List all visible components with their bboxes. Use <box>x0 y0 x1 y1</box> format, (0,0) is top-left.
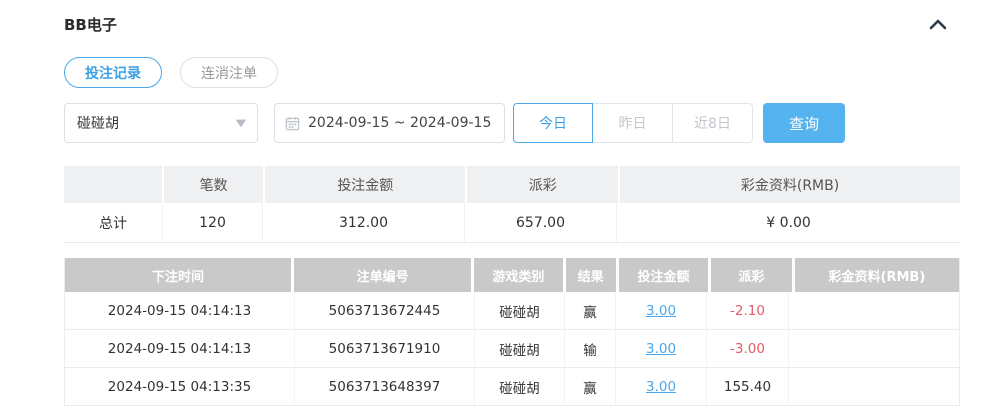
cell-time: 2024-09-15 04:13:35 <box>65 368 295 405</box>
summary-header-bonus: 彩金资料(RMB) <box>620 166 960 203</box>
summary-total-label: 总计 <box>64 203 163 242</box>
cell-result: 赢 <box>565 292 616 329</box>
cell-bonus <box>789 368 956 405</box>
chevron-up-icon <box>929 15 947 34</box>
cell-order-id: 5063713671910 <box>295 330 475 367</box>
summary-total-count: 120 <box>163 203 263 242</box>
record-type-tabs: 投注记录 连消注单 <box>64 57 278 88</box>
cell-bonus <box>789 330 956 367</box>
cell-order-id: 5063713672445 <box>295 292 475 329</box>
range-yesterday-button[interactable]: 昨日 <box>593 103 673 143</box>
range-label: 近8日 <box>694 116 731 132</box>
records-header-order-id: 注单编号 <box>294 258 472 292</box>
summary-total-payout: 657.00 <box>465 203 617 242</box>
cell-game-type: 碰碰胡 <box>475 368 565 405</box>
range-last8days-button[interactable]: 近8日 <box>673 103 753 143</box>
tab-label: 投注记录 <box>85 65 141 82</box>
cell-order-id: 5063713648397 <box>295 368 475 405</box>
summary-header-count: 笔数 <box>164 166 264 203</box>
records-header-bonus: 彩金资料(RMB) <box>794 258 959 292</box>
records-header-result: 结果 <box>565 258 616 292</box>
filter-bar: 碰碰胡 ▼ 2024-09-15 ~ 2024-09-15 今日 昨日 近8日 … <box>64 103 845 143</box>
page-title: BB电子 <box>64 16 117 34</box>
summary-total-row: 总计 120 312.00 657.00 ¥ 0.00 <box>64 203 960 243</box>
cell-game-type: 碰碰胡 <box>475 330 565 367</box>
tab-label: 连消注单 <box>201 65 257 82</box>
range-label: 昨日 <box>618 116 647 132</box>
range-label: 今日 <box>539 116 567 132</box>
bet-amount-link[interactable]: 3.00 <box>645 302 677 319</box>
table-row: 2024-09-15 04:14:13 5063713671910 碰碰胡 输 … <box>65 330 959 368</box>
cell-game-type: 碰碰胡 <box>475 292 565 329</box>
collapse-panel-button[interactable] <box>926 12 950 36</box>
summary-total-bet-amount: 312.00 <box>263 203 465 242</box>
summary-table-header: 笔数 投注金额 派彩 彩金资料(RMB) <box>64 166 960 203</box>
date-range-input[interactable]: 2024-09-15 ~ 2024-09-15 <box>274 103 505 143</box>
tab-bet-records[interactable]: 投注记录 <box>64 57 162 88</box>
cell-result: 输 <box>565 330 616 367</box>
cell-result: 赢 <box>565 368 616 405</box>
date-range-value: 2024-09-15 ~ 2024-09-15 <box>308 115 492 131</box>
tab-cancelled-orders[interactable]: 连消注单 <box>180 57 278 88</box>
chevron-down-icon: ▼ <box>235 117 247 129</box>
records-header-game-type: 游戏类别 <box>474 258 563 292</box>
records-header-bet-amount: 投注金额 <box>618 258 709 292</box>
game-select[interactable]: 碰碰胡 ▼ <box>64 103 258 143</box>
search-button[interactable]: 查询 <box>763 103 845 143</box>
cell-payout: -2.10 <box>707 292 789 329</box>
summary-total-bonus: ¥ 0.00 <box>617 203 960 242</box>
quick-range-group: 今日 昨日 近8日 <box>513 103 753 143</box>
records-table-header: 下注时间 注单编号 游戏类别 结果 投注金额 派彩 彩金资料(RMB) <box>65 258 959 292</box>
summary-header-blank <box>64 166 163 203</box>
table-row: 2024-09-15 04:14:13 5063713672445 碰碰胡 赢 … <box>65 292 959 330</box>
records-header-time: 下注时间 <box>65 258 292 292</box>
records-header-payout: 派彩 <box>711 258 792 292</box>
cell-bonus <box>789 292 956 329</box>
game-select-value: 碰碰胡 <box>77 116 119 132</box>
cell-payout: -3.00 <box>707 330 789 367</box>
bet-amount-link[interactable]: 3.00 <box>645 378 677 395</box>
cell-time: 2024-09-15 04:14:13 <box>65 330 295 367</box>
bet-amount-link[interactable]: 3.00 <box>645 340 677 357</box>
cell-payout: 155.40 <box>707 368 789 405</box>
summary-table: 笔数 投注金额 派彩 彩金资料(RMB) 总计 120 312.00 657.0… <box>64 166 960 243</box>
calendar-icon <box>285 116 300 131</box>
records-table: 下注时间 注单编号 游戏类别 结果 投注金额 派彩 彩金资料(RMB) 2024… <box>64 258 960 406</box>
summary-header-payout: 派彩 <box>467 166 619 203</box>
range-today-button[interactable]: 今日 <box>513 103 593 143</box>
cell-time: 2024-09-15 04:14:13 <box>65 292 295 329</box>
table-row: 2024-09-15 04:13:35 5063713648397 碰碰胡 赢 … <box>65 368 959 406</box>
summary-header-bet-amount: 投注金额 <box>265 166 466 203</box>
